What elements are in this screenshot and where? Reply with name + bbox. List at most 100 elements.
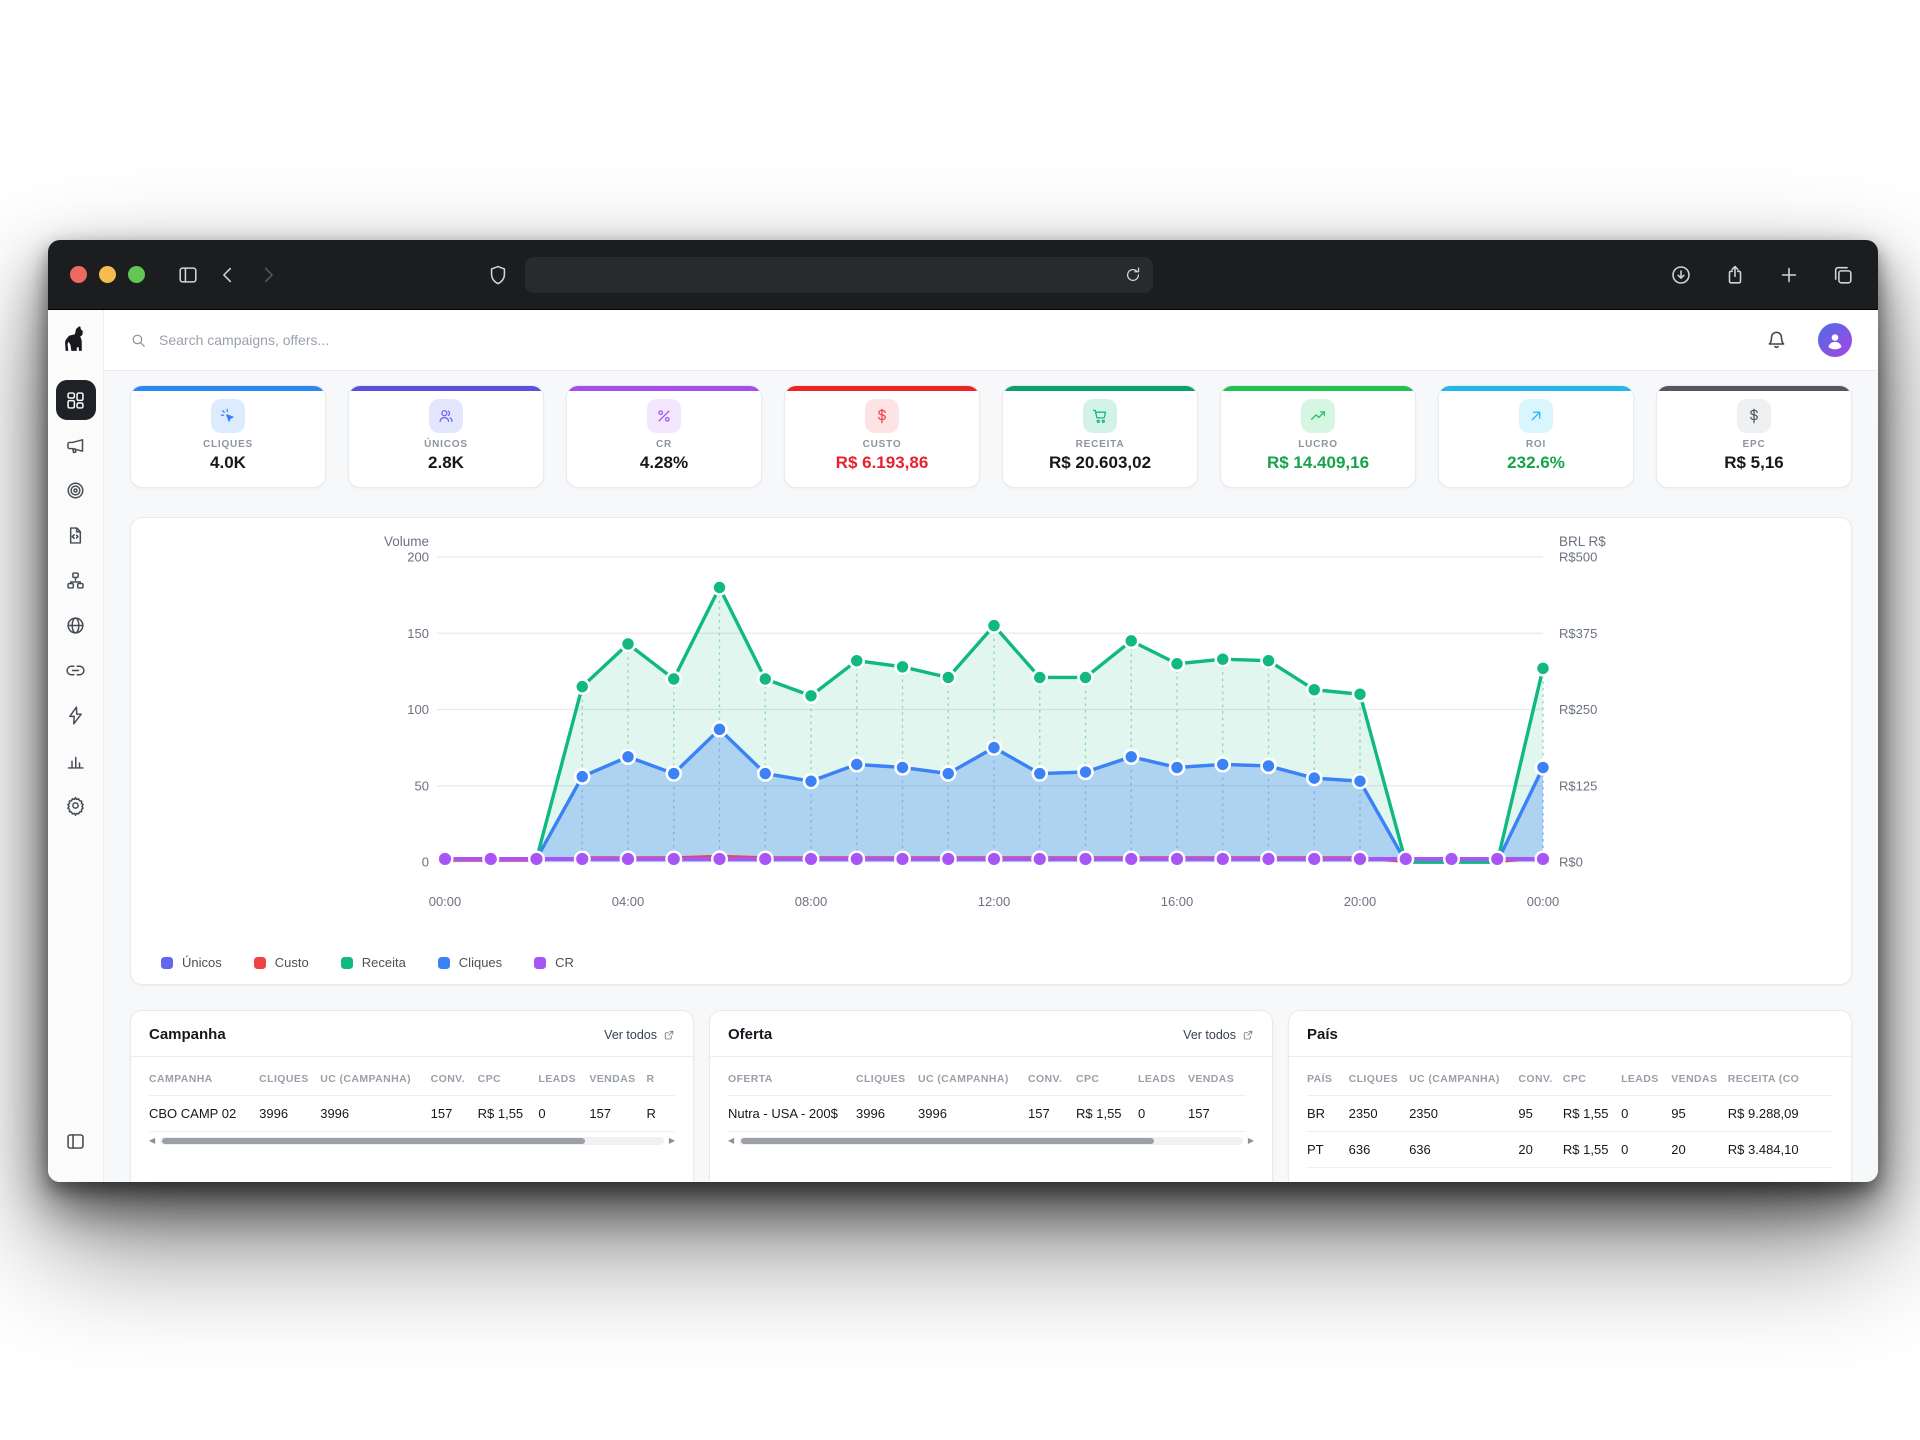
scroll-right-arrow[interactable]: ▶ — [668, 1136, 675, 1145]
svg-text:12:00: 12:00 — [978, 894, 1011, 909]
table-cell: 20 — [1518, 1131, 1563, 1168]
table-cell: 3996 — [918, 1095, 1028, 1132]
sidebar-item-dashboard[interactable] — [55, 380, 96, 420]
horizontal-scrollbar: ◀ ▶ — [131, 1132, 693, 1145]
column-header: UC (CAMPANHA) — [918, 1061, 1028, 1096]
kpi-label: ROI — [1525, 439, 1547, 450]
traffic-chart-card: 0 R$0 50 R$125 100 R$250 150 R$375 200 R$500 Volum… — [130, 517, 1852, 985]
table-cell: R — [646, 1095, 675, 1132]
kpi-label: EPC — [1742, 439, 1766, 450]
search-input[interactable] — [159, 332, 579, 348]
column-header: R — [646, 1061, 675, 1096]
sidebar-item-landers[interactable] — [56, 515, 96, 555]
column-header: CPC — [477, 1061, 539, 1096]
kpi-accent-bar — [785, 386, 979, 391]
notifications-bell-icon[interactable] — [1766, 329, 1788, 351]
kpi-value: 2.8K — [428, 453, 464, 472]
legend-item-receita[interactable]: Receita — [340, 955, 406, 970]
sidebar-item-domains[interactable] — [56, 605, 96, 645]
new-tab-icon[interactable] — [1776, 262, 1802, 288]
svg-text:R$125: R$125 — [1559, 778, 1597, 793]
table-cell: R$ 1,55 — [1562, 1131, 1622, 1168]
legend-label: Únicos — [182, 955, 222, 970]
svg-text:BRL R$: BRL R$ — [1559, 534, 1606, 549]
column-header: UC (CAMPANHA) — [320, 1061, 431, 1096]
address-bar[interactable] — [525, 256, 1153, 293]
sidebar-item-offers[interactable] — [56, 470, 96, 510]
scrollbar-thumb[interactable] — [162, 1138, 586, 1144]
scrollbar-thumb[interactable] — [741, 1138, 1155, 1144]
downloads-icon[interactable] — [1668, 262, 1694, 288]
legend-label: Custo — [274, 955, 309, 970]
table-cell: 157 — [1028, 1095, 1076, 1132]
column-header: PAÍS — [1307, 1061, 1349, 1096]
sidebar-item-settings[interactable] — [56, 785, 96, 825]
share-icon[interactable] — [1722, 262, 1748, 288]
table-cell: R$ 1,55 — [477, 1095, 539, 1132]
data-table: CAMPANHA CLIQUES UC (CAMPANHA) CONV. CPC LEAD… — [149, 1061, 675, 1132]
kpi-row: CLIQUES 4.0K ÚNICOS 2.8K CR 4.28% CUSTO R$ 6.19… — [130, 385, 1852, 488]
shield-icon — [485, 262, 511, 288]
svg-text:R$250: R$250 — [1559, 702, 1597, 717]
ver-todos-link[interactable]: Ver todos — [604, 1028, 675, 1042]
svg-text:100: 100 — [407, 702, 429, 717]
browser-titlebar — [48, 240, 1878, 310]
sidebar-item-links[interactable] — [56, 650, 96, 690]
app-topbar — [104, 310, 1878, 371]
table-title: Oferta — [728, 1026, 773, 1043]
table-cell: 3996 — [259, 1095, 321, 1132]
traffic-lights — [70, 266, 145, 283]
close-window-button[interactable] — [70, 266, 87, 283]
ver-todos-link[interactable]: Ver todos — [1183, 1028, 1254, 1042]
legend-item-cr[interactable]: CR — [534, 955, 574, 970]
scrollbar-track[interactable] — [160, 1137, 664, 1145]
table-cell: Nutra - USA - 200$ — [728, 1095, 856, 1132]
sidebar-item-reports[interactable] — [56, 740, 96, 780]
collapse-sidebar-icon[interactable] — [56, 1121, 96, 1161]
app-logo-dog-icon[interactable] — [61, 324, 91, 354]
time-series-chart: 0 R$0 50 R$125 100 R$250 150 R$375 200 R$500 Volum… — [131, 518, 1851, 948]
legend-item-cliques[interactable]: Cliques — [437, 955, 502, 970]
kpi-label: RECEITA — [1075, 439, 1125, 450]
click-icon — [211, 399, 245, 433]
back-icon[interactable] — [215, 262, 241, 288]
column-header: CLIQUES — [259, 1061, 321, 1096]
minimize-window-button[interactable] — [99, 266, 116, 283]
user-avatar[interactable] — [1818, 323, 1852, 357]
scroll-left-arrow[interactable]: ◀ — [149, 1136, 156, 1145]
legend-item-custo[interactable]: Custo — [253, 955, 309, 970]
legend-swatch — [253, 956, 266, 969]
summary-tables-row: Campanha Ver todos CAMPANHA CLIQUES UC (CAMP… — [130, 1010, 1852, 1182]
tab-overview-icon[interactable] — [1830, 262, 1856, 288]
kpi-card-custo: CUSTO R$ 6.193,86 — [784, 385, 980, 488]
browser-sidebar-toggle-icon[interactable] — [175, 262, 201, 288]
table-cell: 157 — [430, 1095, 478, 1132]
table-row: CBO CAMP 02 3996 3996 157 R$ 1,55 0 157 R — [149, 1095, 675, 1132]
scroll-left-arrow[interactable]: ◀ — [728, 1136, 735, 1145]
reload-icon[interactable] — [1123, 265, 1143, 285]
kpi-card-epc: EPC R$ 5,16 — [1656, 385, 1852, 488]
scroll-right-arrow[interactable]: ▶ — [1247, 1136, 1254, 1145]
dollar-icon — [865, 399, 899, 433]
forward-icon[interactable] — [255, 262, 281, 288]
browser-window: CLIQUES 4.0K ÚNICOS 2.8K CR 4.28% CUSTO R$ 6.19… — [48, 240, 1878, 1182]
table-cell: 95 — [1671, 1095, 1728, 1132]
grid-icon — [65, 390, 86, 411]
kpi-value: R$ 5,16 — [1724, 453, 1784, 472]
table-cell: 95 — [1518, 1095, 1563, 1132]
kpi-value: 4.0K — [210, 453, 246, 472]
sidebar-item-flows[interactable] — [56, 560, 96, 600]
kpi-card-nicos: ÚNICOS 2.8K — [348, 385, 544, 488]
legend-item-nicos[interactable]: Únicos — [161, 955, 222, 970]
sidebar-item-campaigns[interactable] — [56, 425, 96, 465]
kpi-label: ÚNICOS — [424, 439, 468, 450]
search-box[interactable] — [130, 332, 1754, 349]
sidebar-item-automation[interactable] — [56, 695, 96, 735]
maximize-window-button[interactable] — [128, 266, 145, 283]
sitemap-icon — [65, 570, 86, 591]
svg-text:00:00: 00:00 — [429, 894, 462, 909]
link-label: Ver todos — [604, 1027, 657, 1042]
scrollbar-track[interactable] — [739, 1137, 1243, 1145]
table-cell: BR — [1307, 1095, 1349, 1132]
table-cell: 0 — [1138, 1095, 1188, 1132]
